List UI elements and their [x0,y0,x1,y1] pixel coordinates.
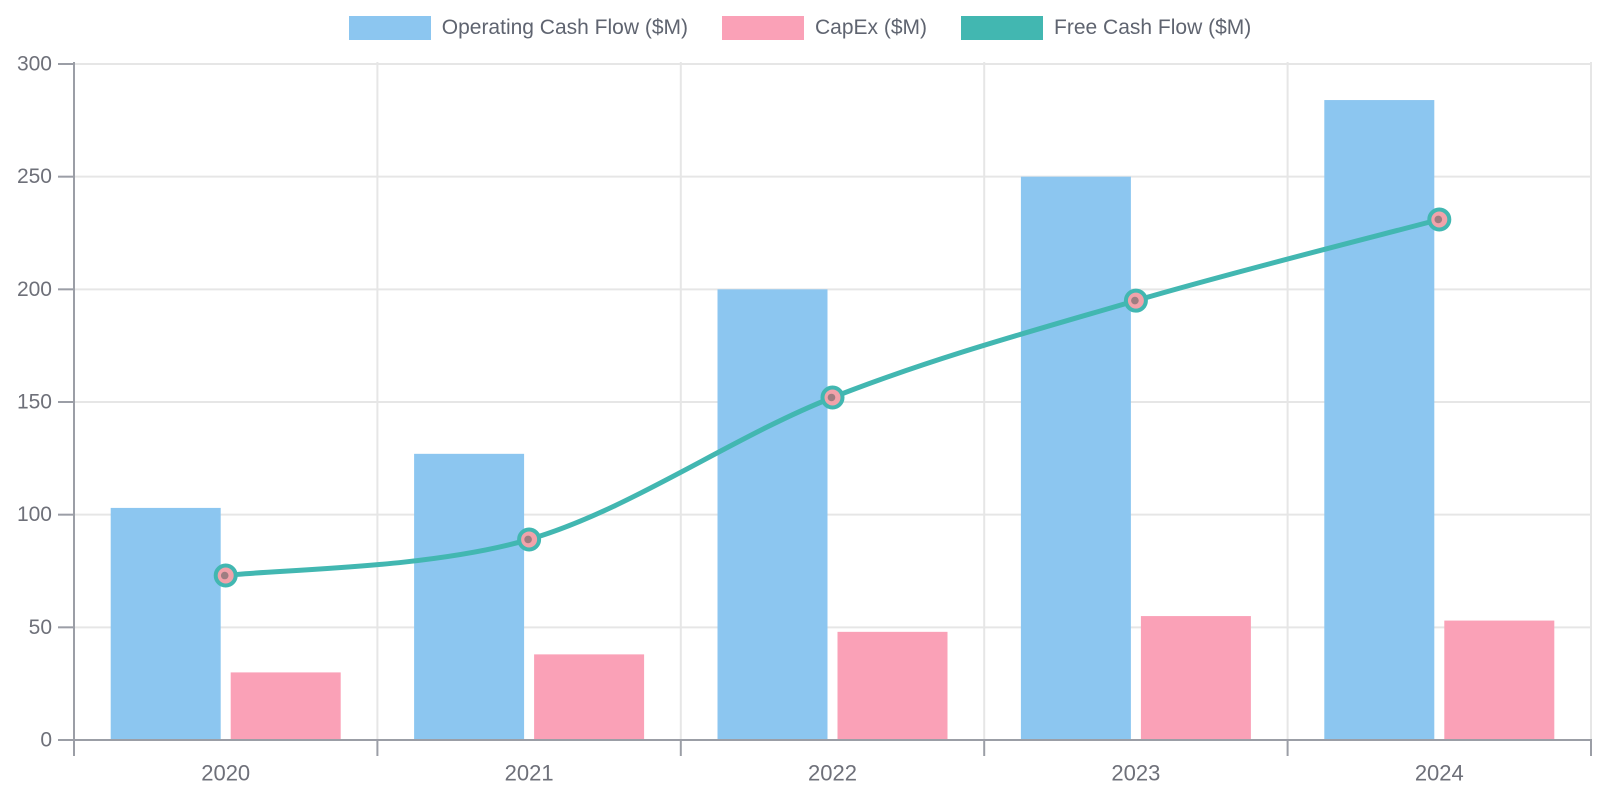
marker-free-cash-flow-2021[interactable] [517,527,542,552]
y-tick-label: 150 [17,391,52,414]
legend-label-operating-cash-flow: Operating Cash Flow ($M) [441,16,688,39]
legend-label-free-cash-flow: Free Cash Flow ($M) [1054,16,1252,39]
bar-capex-2020[interactable] [230,672,341,740]
legend-label-capex: CapEx ($M) [815,16,928,39]
x-tick-label-2020: 2020 [201,761,250,786]
chart-legend: Operating Cash Flow ($M) CapEx ($M) Free… [0,16,1600,40]
y-tick-label: 200 [17,278,52,301]
marker-free-cash-flow-2020[interactable] [213,563,238,588]
legend-item-operating-cash-flow[interactable]: Operating Cash Flow ($M) [348,16,688,40]
y-tick-label: 0 [40,729,52,752]
y-tick-label: 100 [17,503,52,526]
x-tick-label-2022: 2022 [808,761,857,786]
bar-operating-cash-flow-2022[interactable] [717,289,828,740]
marker-free-cash-flow-2023[interactable] [1123,288,1148,313]
marker-free-cash-flow-2022[interactable] [820,385,845,410]
bar-operating-cash-flow-2023[interactable] [1020,176,1131,740]
legend-swatch-operating-cash-flow [348,16,431,40]
legend-swatch-capex [722,16,804,40]
legend-item-free-cash-flow[interactable]: Free Cash Flow ($M) [961,16,1251,40]
legend-item-capex[interactable]: CapEx ($M) [722,16,927,40]
bar-operating-cash-flow-2024[interactable] [1324,100,1435,740]
legend-swatch-free-cash-flow [961,16,1044,40]
x-tick-label-2024: 2024 [1415,761,1464,786]
x-tick-label-2021: 2021 [505,761,554,786]
bar-operating-cash-flow-2021[interactable] [414,453,525,740]
bar-capex-2022[interactable] [837,631,948,740]
bar-capex-2023[interactable] [1140,616,1251,740]
x-tick-label-2023: 2023 [1111,761,1160,786]
y-tick-label: 250 [17,165,52,188]
marker-free-cash-flow-2024[interactable] [1427,207,1452,232]
bar-capex-2024[interactable] [1444,620,1555,740]
bar-capex-2021[interactable] [534,654,645,740]
bar-operating-cash-flow-2020[interactable] [110,507,221,740]
y-tick-label: 300 [17,53,52,76]
y-tick-label: 50 [29,616,52,639]
